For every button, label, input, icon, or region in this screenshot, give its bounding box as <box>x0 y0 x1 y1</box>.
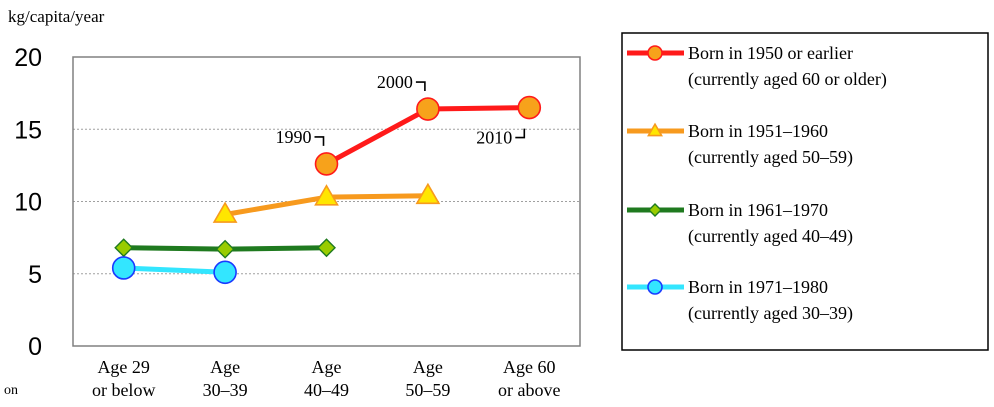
annotations: 1990 2000 2010 <box>276 72 526 148</box>
x-tick-label: 40–49 <box>304 380 349 400</box>
x-tick-label: or below <box>92 380 155 400</box>
data-point-marker <box>314 184 339 206</box>
data-point-marker <box>317 238 336 258</box>
x-tick-label: Age <box>210 357 240 377</box>
legend-label: Born in 1951–1960 <box>688 121 828 141</box>
y-tick-label: 10 <box>14 189 42 217</box>
data-point-marker <box>212 201 238 223</box>
annotation-label: 2010 <box>476 128 512 148</box>
legend-label: Born in 1961–1970 <box>688 200 828 220</box>
data-point-marker <box>517 95 542 120</box>
legend-label: (currently aged 50–59) <box>688 147 853 168</box>
annotation-bracket <box>515 128 526 139</box>
data-point-marker <box>647 45 663 61</box>
x-tick-label: 50–59 <box>405 380 450 400</box>
legend-label: (currently aged 40–49) <box>688 226 853 247</box>
y-tick-labels: 0 5 10 15 20 <box>14 44 42 361</box>
x-tick-label: 30–39 <box>203 380 248 400</box>
legend-label: (currently aged 30–39) <box>688 303 853 324</box>
x-tick-label: Age 29 <box>97 357 150 377</box>
legend-label: Born in 1971–1980 <box>688 277 828 297</box>
legend: Born in 1950 or earlier (currently aged 6… <box>621 32 989 351</box>
data-point-marker <box>213 260 237 285</box>
data-point-marker <box>111 256 136 280</box>
series-markers <box>111 95 542 285</box>
y-axis-label: kg/capita/year <box>8 7 105 26</box>
data-point-marker <box>416 97 440 121</box>
data-point-marker <box>648 203 662 217</box>
data-point-marker <box>647 122 663 137</box>
corner-text: on <box>4 383 18 398</box>
x-tick-label: Age <box>312 357 342 377</box>
series-line <box>123 265 226 275</box>
data-point-marker <box>415 182 441 205</box>
x-tick-labels: Age 29 or below Age 30–39 Age 40–49 Age 50–59 Ag… <box>92 357 561 400</box>
y-tick-label: 5 <box>28 261 42 289</box>
annotation-bracket <box>415 81 426 92</box>
y-tick-label: 20 <box>14 44 42 72</box>
x-tick-label: Age <box>413 357 443 377</box>
annotation-label: 2000 <box>377 72 413 92</box>
legend-label: Born in 1950 or earlier <box>688 43 853 63</box>
annotation-label: 1990 <box>276 127 312 147</box>
x-tick-label: or above <box>498 380 560 400</box>
y-tick-label: 15 <box>14 116 42 144</box>
annotation-bracket <box>314 136 325 146</box>
data-point-marker <box>114 238 134 258</box>
legend-box <box>621 32 989 351</box>
plot-area <box>72 56 581 347</box>
y-tick-label: 0 <box>28 333 42 361</box>
data-point-marker <box>215 239 235 259</box>
x-tick-label: Age 60 <box>503 357 556 377</box>
data-point-marker <box>647 279 663 295</box>
data-point-marker <box>314 152 339 176</box>
legend-label: (currently aged 60 or older) <box>688 69 887 90</box>
